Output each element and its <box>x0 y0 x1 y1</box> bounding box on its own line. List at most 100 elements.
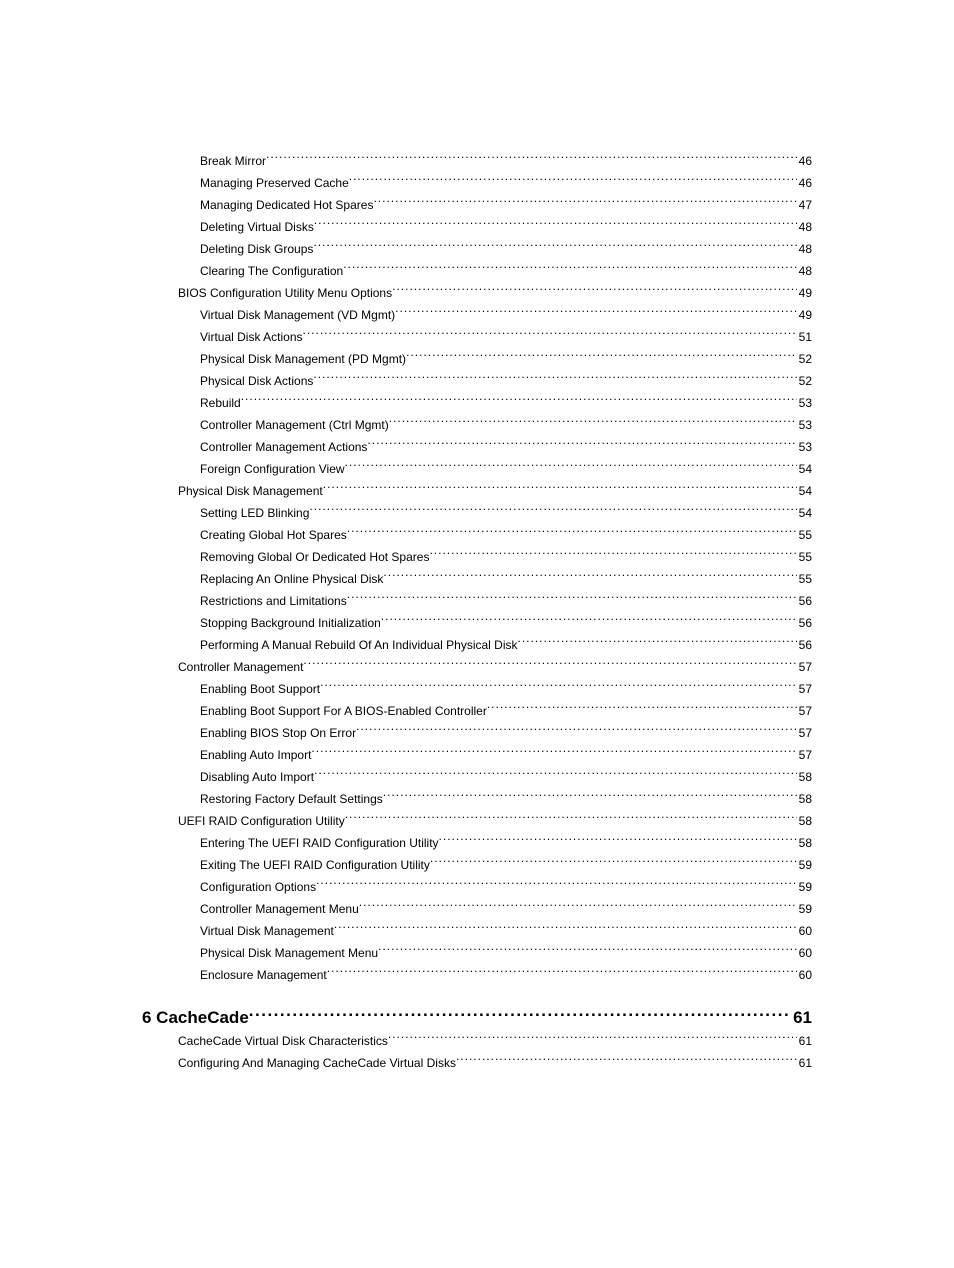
toc-entry[interactable]: Entering The UEFI RAID Configuration Uti… <box>142 832 812 854</box>
toc-entry-page: 48 <box>797 260 812 282</box>
toc-entry-title: BIOS Configuration Utility Menu Options <box>178 282 392 304</box>
toc-leader-dots <box>518 637 797 649</box>
toc-leader-dots <box>388 1033 797 1045</box>
toc-entry-title: Restoring Factory Default Settings <box>200 788 383 810</box>
toc-entry[interactable]: Deleting Virtual Disks48 <box>142 216 812 238</box>
toc-entry-page: 56 <box>797 590 812 612</box>
toc-entry-title: Configuration Options <box>200 876 316 898</box>
toc-entry[interactable]: Physical Disk Actions52 <box>142 370 812 392</box>
toc-entry-title: Performing A Manual Rebuild Of An Indivi… <box>200 634 518 656</box>
toc-entry-page: 53 <box>797 414 812 436</box>
toc-entry[interactable]: Enabling BIOS Stop On Error57 <box>142 722 812 744</box>
toc-entry[interactable]: Controller Management57 <box>142 656 812 678</box>
toc-entry[interactable]: Disabling Auto Import58 <box>142 766 812 788</box>
toc-entry-title: Managing Preserved Cache <box>200 172 349 194</box>
toc-entry-title: Break Mirror <box>200 150 266 172</box>
toc-entry[interactable]: Virtual Disk Actions51 <box>142 326 812 348</box>
toc-leader-dots <box>316 879 797 891</box>
toc-entry[interactable]: Performing A Manual Rebuild Of An Indivi… <box>142 634 812 656</box>
toc-entry[interactable]: UEFI RAID Configuration Utility58 <box>142 810 812 832</box>
toc-entry-title: Restrictions and Limitations <box>200 590 347 612</box>
toc-entry-page: 56 <box>797 612 812 634</box>
toc-entry-page: 58 <box>797 766 812 788</box>
toc-entry[interactable]: Restoring Factory Default Settings58 <box>142 788 812 810</box>
toc-entry[interactable]: CacheCade Virtual Disk Characteristics61 <box>142 1030 812 1052</box>
toc-entry-page: 49 <box>797 304 812 326</box>
toc-entry-title: Entering The UEFI RAID Configuration Uti… <box>200 832 439 854</box>
toc-entry-title: Enabling Boot Support <box>200 678 320 700</box>
toc-entry-title: Virtual Disk Actions <box>200 326 303 348</box>
toc-entry[interactable]: Virtual Disk Management (VD Mgmt) 49 <box>142 304 812 326</box>
toc-entry-title: Enclosure Management <box>200 964 327 986</box>
toc-entry-page: 52 <box>797 348 812 370</box>
toc-leader-dots <box>313 241 796 253</box>
toc-entry-page: 54 <box>797 480 812 502</box>
toc-entry[interactable]: Enabling Boot Support For A BIOS-Enabled… <box>142 700 812 722</box>
toc-leader-dots <box>349 175 797 187</box>
toc-entry[interactable]: Enabling Auto Import 57 <box>142 744 812 766</box>
toc-entry-title: Rebuild <box>200 392 241 414</box>
toc-leader-dots <box>327 967 797 979</box>
toc-entry-title: Creating Global Hot Spares <box>200 524 347 546</box>
toc-leader-dots <box>249 1006 791 1023</box>
toc-entry-page: 61 <box>797 1052 812 1074</box>
toc-entry-page: 55 <box>797 524 812 546</box>
toc-entry[interactable]: Break Mirror 46 <box>142 150 812 172</box>
toc-entry[interactable]: Physical Disk Management Menu60 <box>142 942 812 964</box>
toc-entry[interactable]: Managing Preserved Cache 46 <box>142 172 812 194</box>
toc-leader-dots <box>395 307 796 319</box>
toc-entry[interactable]: Physical Disk Management (PD Mgmt)52 <box>142 348 812 370</box>
toc-entry-page: 59 <box>797 876 812 898</box>
toc-entry[interactable]: Enabling Boot Support57 <box>142 678 812 700</box>
toc-entry[interactable]: Virtual Disk Management60 <box>142 920 812 942</box>
toc-leader-dots <box>378 945 797 957</box>
toc-entry[interactable]: Configuring And Managing CacheCade Virtu… <box>142 1052 812 1074</box>
toc-entry[interactable]: BIOS Configuration Utility Menu Options4… <box>142 282 812 304</box>
toc-entry-title: Removing Global Or Dedicated Hot Spares <box>200 546 429 568</box>
toc-leader-dots <box>383 791 797 803</box>
toc-entry-page: 46 <box>797 172 812 194</box>
toc-entry-title: Virtual Disk Management (VD Mgmt) <box>200 304 395 326</box>
toc-entry-title: Controller Management Actions <box>200 436 367 458</box>
toc-entry-page: 57 <box>797 700 812 722</box>
toc-leader-dots <box>314 219 797 231</box>
toc-entry-title: Deleting Virtual Disks <box>200 216 314 238</box>
toc-entry[interactable]: Removing Global Or Dedicated Hot Spares5… <box>142 546 812 568</box>
toc-entry[interactable]: Clearing The Configuration48 <box>142 260 812 282</box>
toc-entry-page: 60 <box>797 942 812 964</box>
toc-entry-page: 61 <box>797 1030 812 1052</box>
toc-entry[interactable]: Enclosure Management60 <box>142 964 812 986</box>
toc-entry[interactable]: Physical Disk Management54 <box>142 480 812 502</box>
toc-leader-dots <box>313 373 796 385</box>
toc-leader-dots <box>389 417 797 429</box>
toc-entry-page: 47 <box>797 194 812 216</box>
toc-entry-title: Managing Dedicated Hot Spares <box>200 194 373 216</box>
toc-entry[interactable]: Restrictions and Limitations 56 <box>142 590 812 612</box>
toc-entry-title: Physical Disk Actions <box>200 370 313 392</box>
toc-entry[interactable]: Exiting The UEFI RAID Configuration Util… <box>142 854 812 876</box>
toc-entry[interactable]: Managing Dedicated Hot Spares 47 <box>142 194 812 216</box>
toc-entry[interactable]: Deleting Disk Groups48 <box>142 238 812 260</box>
toc-entry-page: 46 <box>797 150 812 172</box>
toc-entry[interactable]: 6 CacheCade61 <box>142 1006 812 1030</box>
toc-entry-title: UEFI RAID Configuration Utility <box>178 810 345 832</box>
toc-entry-page: 57 <box>797 744 812 766</box>
toc-entry[interactable]: Controller Management Menu59 <box>142 898 812 920</box>
toc-entry[interactable]: Controller Management (Ctrl Mgmt)53 <box>142 414 812 436</box>
toc-entry-page: 54 <box>797 502 812 524</box>
toc-entry[interactable]: Controller Management Actions53 <box>142 436 812 458</box>
toc-entry[interactable]: Stopping Background Initialization56 <box>142 612 812 634</box>
toc-leader-dots <box>266 153 797 165</box>
toc-leader-dots <box>392 285 797 297</box>
toc-entry[interactable]: Foreign Configuration View54 <box>142 458 812 480</box>
toc-leader-dots <box>314 769 797 781</box>
toc-entry[interactable]: Creating Global Hot Spares 55 <box>142 524 812 546</box>
toc-entry[interactable]: Setting LED Blinking54 <box>142 502 812 524</box>
toc-entry-title: Enabling Auto Import <box>200 744 311 766</box>
toc-leader-dots <box>359 901 797 913</box>
toc-entry[interactable]: Replacing An Online Physical Disk55 <box>142 568 812 590</box>
toc-leader-dots <box>456 1055 797 1067</box>
toc-entry-title: 6 CacheCade <box>142 1006 249 1030</box>
toc-entry[interactable]: Rebuild53 <box>142 392 812 414</box>
toc-entry[interactable]: Configuration Options 59 <box>142 876 812 898</box>
